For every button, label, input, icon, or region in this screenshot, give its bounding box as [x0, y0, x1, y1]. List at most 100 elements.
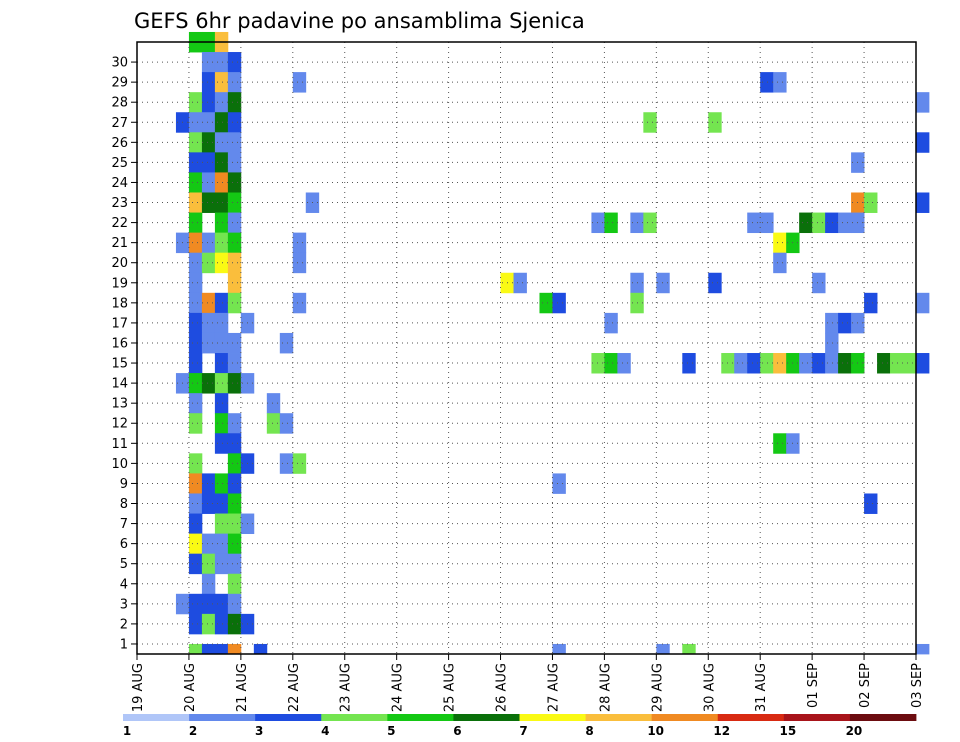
- heatmap-cell: [214, 473, 229, 494]
- heatmap-cell: [227, 192, 242, 213]
- y-tick-label: 3: [120, 597, 128, 612]
- heatmap-cell: [214, 132, 229, 153]
- x-tick-label: 24 AUG: [391, 663, 406, 712]
- y-tick-label: 11: [111, 437, 128, 452]
- heatmap-cell: [214, 332, 229, 354]
- heatmap-cell: [227, 212, 242, 234]
- heatmap-cell: [188, 373, 203, 394]
- heatmap-cell: [201, 573, 216, 595]
- colorbar-label: 15: [779, 724, 796, 738]
- colorbar-label: 2: [189, 724, 197, 738]
- heatmap-cell: [201, 52, 216, 73]
- heatmap-cell: [201, 533, 216, 555]
- heatmap-cell: [214, 433, 229, 454]
- heatmap-cell: [214, 513, 229, 535]
- y-tick-label: 4: [120, 577, 128, 592]
- heatmap-cell: [227, 132, 242, 153]
- heatmap-cell: [227, 332, 242, 354]
- colorbar-swatch: [255, 714, 322, 721]
- heatmap-cell: [227, 493, 242, 514]
- heatmap-cell: [760, 353, 774, 374]
- heatmap-cell: [825, 353, 839, 374]
- colorbar-label: 1: [123, 724, 131, 738]
- heatmap-cell: [916, 92, 930, 113]
- heatmap-cell: [201, 152, 216, 173]
- heatmap-cell: [188, 292, 203, 314]
- x-tick-label: 29 AUG: [650, 663, 665, 712]
- heatmap-cell: [773, 433, 787, 454]
- heatmap-cell: [188, 172, 203, 193]
- heatmap-cell: [227, 433, 242, 454]
- y-tick-label: 7: [120, 517, 128, 532]
- heatmap-cell: [227, 292, 242, 314]
- heatmap-cell: [292, 252, 307, 274]
- heatmap-cell: [227, 373, 242, 394]
- heatmap-cell: [201, 132, 216, 153]
- heatmap-cell: [227, 613, 242, 635]
- heatmap-cell: [747, 353, 761, 374]
- x-tick-label: 22 AUG: [287, 663, 302, 712]
- heatmap-cell: [214, 613, 229, 635]
- heatmap-cell: [292, 72, 307, 93]
- heatmap-cell: [591, 212, 605, 234]
- heatmap-cell: [227, 52, 242, 73]
- heatmap-cell: [734, 353, 748, 374]
- heatmap-cell: [201, 252, 216, 274]
- heatmap-cell: [513, 272, 527, 294]
- heatmap-cell: [201, 112, 216, 133]
- heatmap-cell: [266, 393, 281, 414]
- colorbar: 1 2 3 4 5 6 7 8 10 12 15 20: [123, 714, 917, 738]
- heatmap-cell: [604, 212, 618, 234]
- heatmap-cell: [201, 332, 216, 354]
- heatmap-cell: [214, 212, 229, 234]
- heatmap-cell: [188, 192, 203, 213]
- heatmap-cell: [227, 72, 242, 93]
- y-tick-label: 21: [111, 236, 128, 251]
- x-tick-label: 30 AUG: [702, 663, 717, 712]
- x-tick-label: 27 AUG: [546, 663, 561, 712]
- heatmap-cell: [760, 72, 774, 93]
- heatmap-cell: [201, 373, 216, 394]
- heatmap-cell: [903, 353, 917, 374]
- heatmap-cell: [214, 252, 229, 274]
- colorbar-swatch: [387, 714, 454, 721]
- heatmap-cell: [188, 643, 203, 655]
- heatmap-cell: [188, 112, 203, 133]
- heatmap-cell: [838, 353, 852, 374]
- heatmap-cell: [838, 212, 852, 234]
- y-tick-label: 28: [111, 96, 128, 111]
- heatmap-cell: [825, 212, 839, 234]
- heatmap-cell: [214, 593, 229, 615]
- colorbar-label: 20: [846, 724, 863, 738]
- heatmap-cell: [227, 252, 242, 274]
- heatmap-cell: [825, 312, 839, 334]
- heatmap-cell: [188, 152, 203, 173]
- heatmap-cell: [656, 643, 670, 655]
- heatmap-cell: [201, 72, 216, 93]
- heatmap-cell: [760, 212, 774, 234]
- heatmap-cell: [708, 272, 722, 294]
- heatmap-cell: [188, 332, 203, 354]
- heatmap-cell: [916, 192, 930, 213]
- heatmap-cell: [877, 353, 891, 374]
- heatmap-cell: [682, 643, 696, 655]
- heatmap-cell: [188, 212, 203, 234]
- heatmap-cell: [864, 192, 878, 213]
- heatmap-cell: [799, 353, 813, 374]
- heatmap-cell: [227, 553, 242, 575]
- heatmap-cell: [214, 232, 229, 254]
- y-tick-label: 17: [111, 316, 128, 331]
- colorbar-swatch: [321, 714, 388, 721]
- x-tick-label: 21 AUG: [235, 663, 250, 712]
- heatmap-cell: [916, 132, 930, 153]
- heatmap-cell: [773, 72, 787, 93]
- heatmap-cell: [214, 312, 229, 334]
- heatmap-cell: [916, 643, 930, 655]
- heatmap-cell: [773, 232, 787, 254]
- heatmap-cell: [201, 292, 216, 314]
- heatmap-cell: [188, 493, 203, 514]
- x-tick-label: 19 AUG: [131, 663, 146, 712]
- heatmap-cell: [188, 393, 203, 414]
- colorbar-label: 12: [713, 724, 730, 738]
- y-tick-label: 26: [111, 136, 128, 151]
